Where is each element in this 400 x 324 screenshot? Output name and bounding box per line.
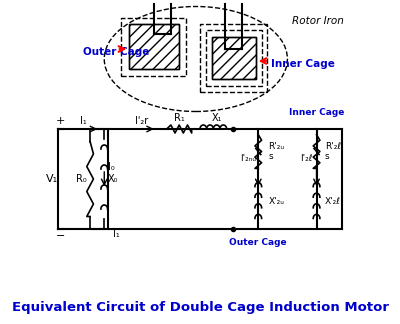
- Text: Inner Cage: Inner Cage: [289, 108, 344, 117]
- Bar: [129, 24, 179, 69]
- Bar: [129, 24, 179, 69]
- Text: I₀: I₀: [108, 162, 115, 172]
- Text: R'₂ᵤ
s: R'₂ᵤ s: [268, 142, 284, 161]
- Bar: [206, 30, 262, 86]
- Text: X'₂ᵤ: X'₂ᵤ: [268, 197, 284, 206]
- Text: −: −: [56, 231, 65, 241]
- Text: X₀: X₀: [107, 174, 118, 184]
- Text: Rotor Iron: Rotor Iron: [292, 16, 344, 26]
- Bar: [121, 18, 186, 76]
- Text: Outer Cage: Outer Cage: [230, 238, 287, 247]
- Text: X₁: X₁: [211, 113, 222, 123]
- Text: X'₂ℓ: X'₂ℓ: [325, 197, 341, 206]
- Text: I₁: I₁: [113, 229, 120, 239]
- Bar: [212, 37, 256, 79]
- Text: Equivalent Circuit of Double Cage Induction Motor: Equivalent Circuit of Double Cage Induct…: [12, 301, 388, 314]
- Text: Outer Cage: Outer Cage: [84, 47, 150, 57]
- Bar: [200, 24, 267, 92]
- Text: R₀: R₀: [76, 174, 87, 184]
- Text: V₁: V₁: [46, 174, 58, 184]
- Text: I'₂r: I'₂r: [135, 116, 148, 126]
- Text: R'₂ℓ
s: R'₂ℓ s: [325, 142, 341, 161]
- Text: I₁: I₁: [80, 116, 87, 126]
- Text: R₁: R₁: [174, 113, 184, 123]
- Text: I'₂ℓ: I'₂ℓ: [300, 154, 313, 163]
- Text: +: +: [56, 116, 65, 126]
- Bar: [212, 37, 256, 79]
- Text: Inner Cage: Inner Cage: [271, 59, 335, 69]
- Text: I'₂ₙᵤ: I'₂ₙᵤ: [240, 154, 256, 163]
